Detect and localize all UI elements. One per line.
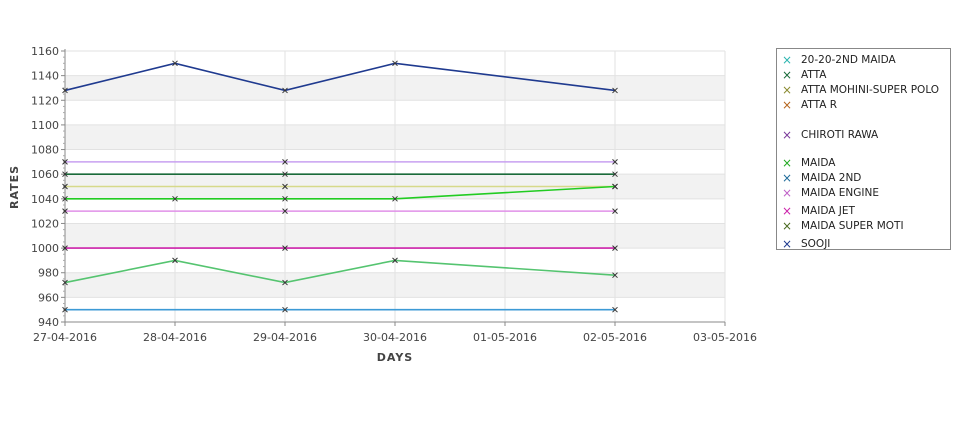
data-point-chiroti-rawa	[612, 159, 618, 165]
legend-label: MAIDA SUPER MOTI	[801, 220, 904, 232]
data-point-maida	[172, 195, 178, 202]
y-tick-label: 1100	[31, 119, 59, 132]
x-marker-icon: ×	[781, 98, 793, 112]
data-point-sooji	[62, 87, 68, 94]
data-point-atta-mohini-super-polo	[62, 183, 68, 190]
legend: × 20-20-2ND MAIDA × ATTA × ATTA MOHINI-SUPER …	[776, 48, 951, 251]
data-point-chiroti-rawa	[282, 159, 288, 165]
data-point-maida-jet	[282, 245, 288, 251]
legend-label: MAIDA ENGINE	[801, 187, 879, 199]
legend-item-chiroti-rawa: × CHIROTI RAWA	[777, 128, 949, 142]
legend-label: SOOJI	[801, 238, 831, 250]
x-marker-icon: ×	[781, 53, 793, 67]
data-point-maida	[62, 195, 68, 202]
x-axis-title: DAYS	[377, 351, 413, 364]
data-point-atta	[282, 171, 288, 178]
legend-item-atta-r: × ATTA R	[777, 98, 949, 112]
y-tick-label: 960	[38, 291, 59, 304]
data-point-atta	[612, 171, 618, 178]
x-marker-icon: ×	[781, 237, 793, 251]
data-point-sooji	[392, 60, 398, 67]
data-point-maida-2nd	[62, 306, 68, 313]
data-point-maida-jet	[62, 245, 68, 251]
data-point-maida-2nd	[612, 306, 618, 313]
x-tick-label: 30-04-2016	[363, 331, 427, 344]
y-tick-label: 1060	[31, 168, 59, 181]
data-point-maida-engine	[282, 208, 288, 214]
y-tick-label: 980	[38, 267, 59, 280]
legend-label: MAIDA	[801, 157, 836, 169]
legend-label: MAIDA 2ND	[801, 172, 862, 184]
data-point-maida-super-moti	[612, 272, 618, 279]
legend-label: ATTA	[801, 69, 827, 81]
x-tick-label: 03-05-2016	[693, 331, 757, 344]
data-point-maida	[282, 195, 288, 202]
y-tick-label: 1160	[31, 45, 59, 58]
x-marker-icon: ×	[781, 204, 793, 218]
data-point-maida-super-moti	[172, 257, 178, 264]
data-point-maida	[392, 195, 398, 202]
x-tick-label: 29-04-2016	[253, 331, 317, 344]
x-marker-icon: ×	[781, 68, 793, 82]
data-point-maida-engine	[62, 208, 68, 214]
y-tick-label: 1140	[31, 70, 59, 83]
data-point-atta-mohini-super-polo	[282, 183, 288, 190]
x-axis-ticks: 27-04-2016 28-04-2016 29-04-2016 30-04-2016…	[33, 322, 757, 344]
legend-item-maida: × MAIDA	[777, 156, 949, 170]
data-point-sooji	[282, 87, 288, 94]
legend-label: MAIDA JET	[801, 205, 855, 217]
x-tick-label: 27-04-2016	[33, 331, 97, 344]
x-marker-icon: ×	[781, 186, 793, 200]
y-axis-title: RATES	[8, 165, 21, 209]
data-point-maida-engine	[612, 208, 618, 214]
data-point-maida-jet	[612, 245, 618, 251]
legend-item-20-20-2nd-maida: × 20-20-2ND MAIDA	[777, 53, 949, 67]
legend-item-maida-engine: × MAIDA ENGINE	[777, 186, 949, 200]
data-point-maida-super-moti	[392, 257, 398, 264]
data-point-sooji	[612, 87, 618, 94]
legend-item-maida-2nd: × MAIDA 2ND	[777, 171, 949, 185]
legend-item-maida-super-moti: × MAIDA SUPER MOTI	[777, 219, 949, 233]
y-tick-label: 1000	[31, 242, 59, 255]
x-tick-label: 28-04-2016	[143, 331, 207, 344]
legend-label: ATTA R	[801, 99, 838, 111]
legend-item-sooji: × SOOJI	[777, 237, 949, 251]
legend-label: 20-20-2ND MAIDA	[801, 54, 896, 66]
y-axis-ticks: 940 960 980 1000 1020 1040 1060 1080 1100 1120 114…	[31, 45, 65, 329]
legend-label: ATTA MOHINI-SUPER POLO	[801, 84, 940, 96]
data-point-atta	[62, 171, 68, 178]
y-tick-label: 1020	[31, 217, 59, 230]
y-tick-label: 1080	[31, 144, 59, 157]
series-lines	[62, 60, 618, 313]
x-marker-icon: ×	[781, 128, 793, 142]
data-point-chiroti-rawa	[62, 159, 68, 165]
y-tick-label: 940	[38, 316, 59, 329]
x-tick-label: 02-05-2016	[583, 331, 647, 344]
data-point-sooji	[172, 60, 178, 67]
x-marker-icon: ×	[781, 219, 793, 233]
data-point-maida-super-moti	[282, 279, 288, 286]
data-point-maida	[612, 183, 618, 190]
data-point-maida-2nd	[282, 306, 288, 313]
legend-item-maida-jet: × MAIDA JET	[777, 204, 949, 218]
legend-label: CHIROTI RAWA	[801, 129, 879, 141]
x-marker-icon: ×	[781, 171, 793, 185]
data-point-maida-super-moti	[62, 279, 68, 286]
legend-item-atta: × ATTA	[777, 68, 949, 82]
y-tick-label: 1040	[31, 193, 59, 206]
legend-item-atta-mohini-super-polo: × ATTA MOHINI-SUPER POLO	[777, 83, 949, 97]
x-marker-icon: ×	[781, 156, 793, 170]
x-tick-label: 01-05-2016	[473, 331, 537, 344]
y-tick-label: 1120	[31, 94, 59, 107]
x-marker-icon: ×	[781, 83, 793, 97]
